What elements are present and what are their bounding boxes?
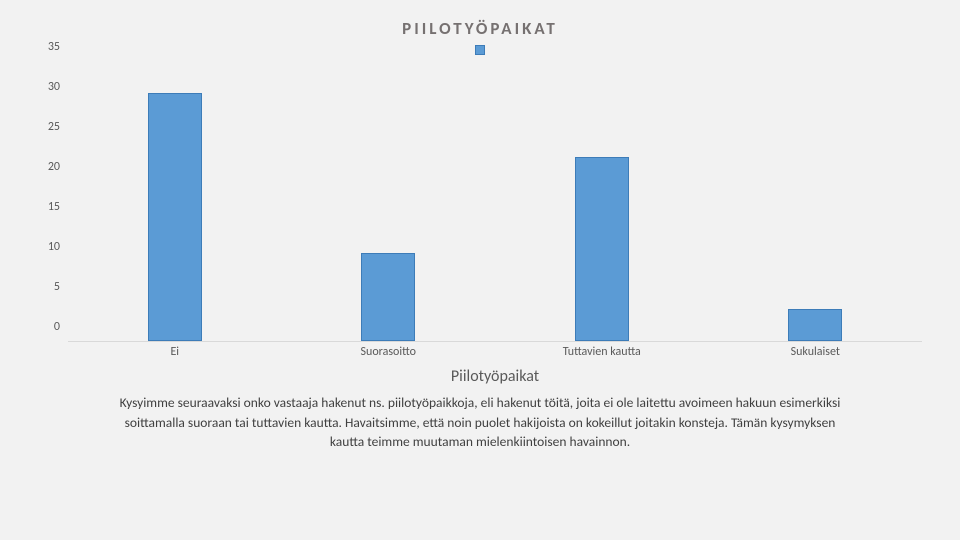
bar	[788, 309, 842, 341]
y-tick-label: 20	[48, 160, 60, 174]
chart-title: PIILOTYÖPAIKAT	[38, 18, 922, 39]
x-tick-label: Ei	[68, 345, 282, 359]
x-tick-label: Sukulaiset	[709, 345, 923, 359]
bar-slot	[68, 61, 282, 341]
y-tick-label: 30	[48, 80, 60, 94]
text-line: kautta teimme muutaman mielenkiintoisen …	[330, 433, 630, 450]
text-line: soittamalla suoraan tai tuttavien kautta…	[125, 414, 836, 431]
bar-chart: 05101520253035 EiSuorasoittoTuttavien ka…	[38, 61, 922, 391]
legend-marker	[475, 45, 485, 55]
x-tick-label: Tuttavien kautta	[495, 345, 709, 359]
plot-area	[68, 61, 922, 342]
y-axis: 05101520253035	[38, 61, 64, 341]
x-axis-labels: EiSuorasoittoTuttavien kauttaSukulaiset	[68, 345, 922, 359]
y-tick-label: 10	[48, 240, 60, 254]
bar-slot	[709, 61, 923, 341]
y-tick-label: 0	[54, 320, 60, 334]
bar	[148, 93, 202, 341]
y-tick-label: 35	[48, 40, 60, 54]
bar	[575, 157, 629, 341]
bar-slot	[495, 61, 709, 341]
y-tick-label: 15	[48, 200, 60, 214]
text-line: Kysyimme seuraavaksi onko vastaaja haken…	[120, 394, 841, 411]
x-axis-title: Piilotyöpaikat	[68, 367, 922, 386]
bar	[361, 253, 415, 341]
y-tick-label: 25	[48, 120, 60, 134]
bars-container	[68, 61, 922, 341]
description-paragraph: Kysyimme seuraavaksi onko vastaaja haken…	[38, 393, 922, 452]
slide: PIILOTYÖPAIKAT 0 5 10 15 20 25 30 35 EiSuorasoi…	[0, 0, 960, 540]
x-tick-label: Suorasoitto	[282, 345, 496, 359]
bar-slot	[282, 61, 496, 341]
y-tick-label: 5	[54, 280, 60, 294]
